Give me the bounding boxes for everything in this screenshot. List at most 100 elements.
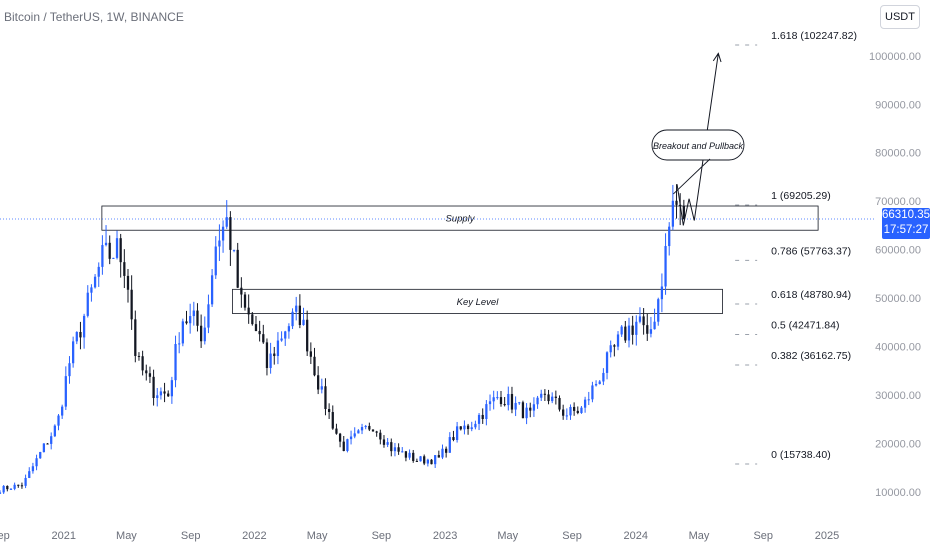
candle-body (671, 200, 675, 227)
projection-path[interactable] (676, 53, 719, 226)
candle-body (2, 485, 5, 493)
price-tick-label: 60000.00 (875, 245, 921, 257)
candle-body (426, 459, 429, 464)
time-scale[interactable]: Sep 2021 May Sep 2022 May Sep 2023 May Sep 2024 May… (0, 530, 839, 542)
candle-body (273, 353, 276, 357)
candle-body (317, 375, 320, 390)
candle-body (477, 414, 481, 424)
candle-body (258, 331, 261, 335)
candle-body (360, 427, 364, 431)
time-tick-label: 2024 (624, 530, 648, 542)
candle-body (642, 316, 645, 326)
candle-body (620, 326, 623, 335)
candle-body (507, 393, 510, 406)
fib-level-label[interactable]: 0.382 (36162.75) (771, 350, 851, 362)
time-tick-label: May (689, 530, 710, 542)
currency-button[interactable]: USDT (880, 5, 920, 29)
candle-body (97, 266, 100, 277)
candle-body (185, 321, 188, 324)
candle-body (529, 407, 532, 411)
candle-body (152, 376, 155, 399)
candle-body (583, 399, 587, 408)
projection-arrowhead (712, 52, 722, 63)
candle-body (609, 345, 612, 353)
candle-body (192, 310, 195, 317)
price-tick-label: 70000.00 (875, 196, 921, 208)
candle-body (536, 397, 539, 405)
time-tick-label: Sep (181, 530, 201, 542)
time-tick-label: May (497, 530, 518, 542)
candle-body (331, 412, 334, 429)
fib-level-label[interactable]: 1 (69205.29) (771, 190, 831, 202)
candle-body (627, 325, 631, 341)
candle-body (207, 304, 210, 328)
projection-layer[interactable]: Breakout and Pullback (651, 52, 745, 226)
candle-body (170, 380, 174, 397)
candle-body (554, 396, 557, 398)
price-tick-label: 90000.00 (875, 99, 921, 111)
time-tick-label: Sep (562, 530, 582, 542)
candle-body (295, 305, 298, 312)
candle-body (276, 340, 280, 357)
fib-level-label[interactable]: 0.5 (42471.84) (771, 320, 839, 332)
candle-body (101, 245, 104, 267)
candle-body (284, 331, 287, 339)
candle-body (499, 397, 503, 405)
candle-body (415, 460, 419, 462)
candle-body (423, 456, 426, 464)
bar-countdown: 17:57:27 (883, 224, 929, 236)
fib-level-label[interactable]: 0 (15738.40) (771, 449, 831, 461)
candle-body (181, 321, 184, 344)
candle-body (375, 431, 378, 433)
candle-body (638, 316, 642, 322)
callout-pointer (673, 158, 711, 195)
candle-body (368, 425, 371, 430)
zone-layer: Supply Key Level (101, 205, 819, 314)
fib-level-label[interactable]: 0.618 (48780.94) (771, 289, 851, 301)
candle-body (199, 325, 203, 342)
candle-body (616, 334, 620, 347)
candle-body (68, 363, 71, 377)
callout-bubble[interactable] (651, 129, 745, 161)
fib-level-label[interactable]: 1.618 (102247.82) (771, 30, 857, 42)
candle-body (390, 442, 393, 452)
candle-body (635, 321, 638, 335)
candle-body (86, 292, 89, 316)
candle-body (349, 436, 353, 440)
candle-body (39, 452, 42, 459)
candle-body (576, 410, 579, 413)
candle-body (466, 425, 470, 430)
zone-label: Supply (445, 214, 475, 225)
candle-body (82, 315, 86, 338)
candle-body (232, 249, 236, 251)
candle-body (306, 319, 309, 352)
candle-body (393, 447, 397, 452)
candle-body (353, 433, 356, 437)
candle-body (580, 407, 583, 413)
candle-body (240, 287, 243, 295)
candle-body (123, 262, 126, 276)
fibonacci-layer[interactable]: 1.618 (102247.82) 1 (69205.29) 0.786 (5776… (735, 30, 857, 465)
candle-body (229, 217, 232, 250)
candle-body (492, 397, 495, 402)
candle-body (445, 448, 448, 453)
candle-body (156, 395, 159, 399)
candle-body (251, 314, 254, 325)
fib-level-label[interactable]: 0.786 (57763.37) (771, 245, 851, 257)
candle-body (137, 355, 141, 357)
candle-body (503, 404, 506, 406)
candle-body (624, 326, 627, 341)
candle-body (532, 404, 536, 411)
candle-body (587, 399, 590, 401)
candle-body (514, 402, 517, 410)
candle-body (437, 455, 440, 458)
candle-body (371, 429, 375, 432)
candle-body (53, 425, 56, 437)
price-scale[interactable]: 100000.00 90000.00 80000.00 70000.00 60000.0… (869, 51, 921, 499)
symbol-title[interactable]: Bitcoin / TetherUS, 1W, BINANCE (4, 10, 184, 24)
time-tick-label: 2022 (242, 530, 266, 542)
candle-body (510, 393, 514, 410)
candle-body (452, 437, 455, 440)
